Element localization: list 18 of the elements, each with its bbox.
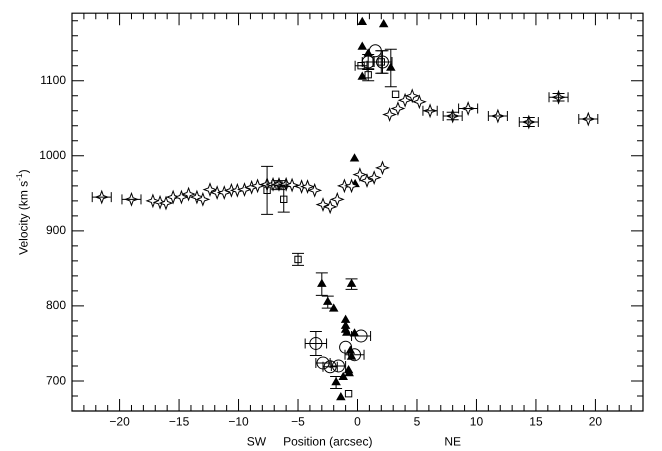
y-tick-label: 700 — [46, 373, 66, 388]
text: NE — [444, 434, 462, 448]
x-tick-label: 20 — [588, 414, 602, 429]
x-tick-label: −10 — [228, 414, 250, 429]
y-tick-label: 1000 — [39, 148, 66, 162]
x-tick-label: −5 — [291, 414, 306, 429]
x-tick-label: 5 — [414, 414, 421, 429]
x-tick-label: 0 — [354, 414, 362, 429]
y-axis-title: Velocity (km s-1) — [14, 169, 30, 255]
y-tick-label: 800 — [46, 298, 66, 312]
text: SW — [246, 434, 267, 448]
x-tick-label: 10 — [470, 414, 484, 429]
x-tick-label: 15 — [529, 414, 543, 429]
x-tick-label: −15 — [168, 414, 190, 429]
x-tick-label: −20 — [109, 414, 130, 429]
y-tick-label: 900 — [46, 223, 66, 238]
x-axis-title: Position (arcsec) — [283, 434, 372, 448]
y-tick-label: 1100 — [40, 73, 66, 88]
